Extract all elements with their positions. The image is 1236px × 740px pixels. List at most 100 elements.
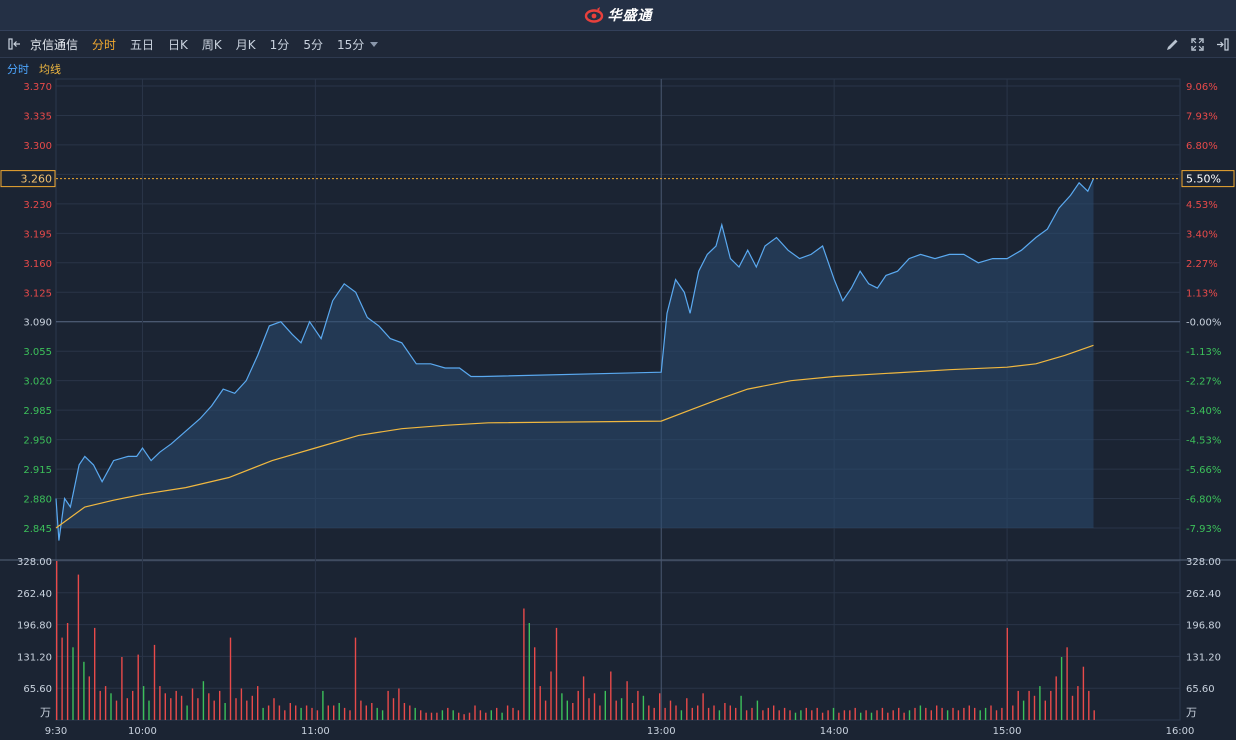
volume-bar xyxy=(767,707,769,720)
volume-bar xyxy=(887,712,889,720)
crosshair-percent-label: 5.50% xyxy=(1186,173,1221,186)
price-tick-label: 3.055 xyxy=(23,347,52,358)
period-dropdown-icon[interactable] xyxy=(370,41,379,47)
tab-intraday[interactable]: 分时 xyxy=(92,37,117,52)
volume-bar xyxy=(697,705,699,720)
price-tick-label: 2.985 xyxy=(23,406,52,417)
volume-bar xyxy=(903,712,905,720)
tab-1-min[interactable]: 1分 xyxy=(269,37,290,52)
volume-bar xyxy=(794,712,797,720)
volume-bar xyxy=(229,637,232,720)
volume-bar xyxy=(436,712,438,720)
volume-bar xyxy=(740,695,742,720)
volume-bar xyxy=(300,707,302,720)
volume-bar xyxy=(88,676,90,720)
volume-bar xyxy=(892,710,894,720)
tab-monthly-k[interactable]: 月K xyxy=(235,37,256,52)
draw-pencil-icon[interactable] xyxy=(1165,37,1180,52)
percent-tick-label: 2.27% xyxy=(1186,259,1218,270)
volume-bar xyxy=(898,707,900,720)
price-tick-label: 2.880 xyxy=(23,495,52,506)
crosshair-price-label: 3.260 xyxy=(21,173,53,186)
volume-bar xyxy=(126,698,128,720)
volume-bar xyxy=(936,705,938,720)
volume-bar xyxy=(110,693,112,720)
volume-bar xyxy=(620,698,623,720)
volume-bar xyxy=(1093,710,1095,720)
volume-bar xyxy=(121,657,123,720)
price-tick-label: 3.195 xyxy=(23,229,52,240)
volume-bar xyxy=(707,707,710,720)
volume-bar xyxy=(392,698,395,720)
volume-bar xyxy=(441,710,444,720)
volume-bar xyxy=(360,700,362,720)
volume-bar xyxy=(544,700,547,720)
percent-tick-label: -4.53% xyxy=(1186,436,1221,447)
volume-tick-label: 262.40 xyxy=(1186,589,1221,600)
collapse-panel-icon[interactable] xyxy=(8,37,22,51)
volume-bar xyxy=(800,710,802,720)
tab-15-min[interactable]: 15分 xyxy=(336,37,365,52)
volume-bar xyxy=(289,703,291,720)
volume-bar xyxy=(246,700,248,720)
volume-bar xyxy=(202,681,205,720)
volume-bar xyxy=(952,707,954,720)
volume-bar xyxy=(463,714,465,720)
time-tick-label: 10:00 xyxy=(128,726,157,737)
volume-bar xyxy=(311,707,313,720)
volume-bar xyxy=(751,707,753,720)
volume-bar xyxy=(995,710,998,720)
percent-tick-label: -3.40% xyxy=(1186,406,1221,417)
volume-bar xyxy=(1001,707,1003,720)
title-bar: 华盛通 xyxy=(0,0,1236,31)
tab-five-day[interactable]: 五日 xyxy=(130,37,155,52)
price-tick-label: 2.845 xyxy=(23,524,52,535)
volume-bar xyxy=(735,707,737,720)
toolbar: 京信通信 分时 五日 日K 周K 月K 1分 5分 15分 xyxy=(0,31,1236,58)
percent-tick-label: 1.13% xyxy=(1186,288,1218,299)
volume-bar xyxy=(1012,705,1014,720)
brand-logo-icon xyxy=(584,7,603,23)
price-tick-label: 2.950 xyxy=(23,436,52,447)
volume-bar xyxy=(175,690,177,720)
tab-weekly-k[interactable]: 周K xyxy=(201,37,222,52)
volume-bar xyxy=(572,703,574,720)
volume-bar xyxy=(349,710,351,720)
volume-bar xyxy=(1022,700,1025,720)
volume-bar xyxy=(773,705,775,720)
price-tick-label: 3.335 xyxy=(23,111,52,122)
volume-bar xyxy=(197,698,199,720)
volume-bar xyxy=(468,712,471,720)
fullscreen-icon[interactable] xyxy=(1190,37,1205,52)
volume-bar xyxy=(713,705,715,720)
tab-daily-k[interactable]: 日K xyxy=(168,37,188,52)
volume-bar xyxy=(1006,627,1008,720)
volume-bar xyxy=(838,712,840,720)
volume-bar xyxy=(686,698,688,720)
volume-bar xyxy=(1028,690,1030,720)
volume-bar xyxy=(278,705,281,720)
time-tick-label: 9:30 xyxy=(45,726,67,737)
volume-bar xyxy=(479,710,482,720)
volume-bar xyxy=(659,693,661,720)
volume-bar xyxy=(1088,690,1090,720)
price-line xyxy=(55,178,1095,541)
avg-line xyxy=(55,344,1094,529)
volume-bar xyxy=(680,710,683,720)
volume-bar xyxy=(273,698,275,720)
volume-bar xyxy=(745,710,748,720)
volume-bar xyxy=(343,707,346,720)
tab-5-min[interactable]: 5分 xyxy=(303,37,323,52)
volume-bar xyxy=(729,705,731,720)
volume-bar xyxy=(224,703,226,720)
volume-bar xyxy=(870,712,873,720)
price-tick-label: 3.230 xyxy=(23,200,52,211)
percent-tick-label: 4.53% xyxy=(1186,200,1218,211)
chart-legend: 分时 均线 xyxy=(0,59,61,78)
expand-panel-icon[interactable] xyxy=(1215,37,1230,52)
volume-bar xyxy=(213,700,215,720)
volume-bar xyxy=(702,693,704,720)
volume-bar xyxy=(762,710,764,720)
volume-tick-label: 196.80 xyxy=(17,621,52,632)
